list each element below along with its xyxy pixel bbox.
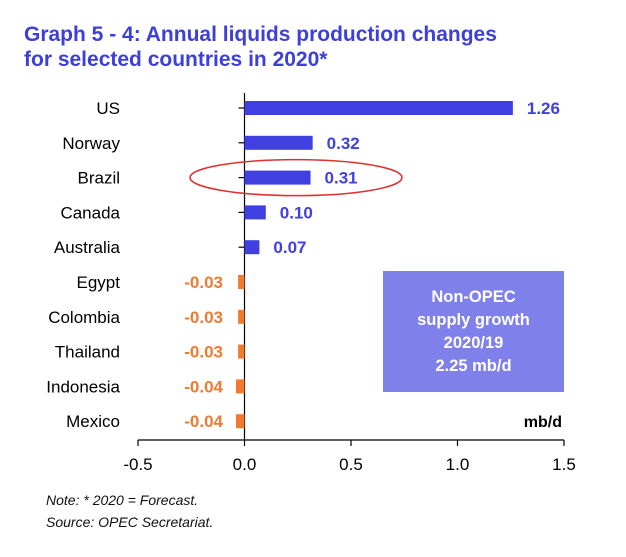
bar-colombia [238,309,245,324]
callout-line-1: Non-OPEC [431,287,516,306]
highlight-ellipse [189,158,403,197]
category-label-egypt: Egypt [77,273,121,292]
data-label-australia: 0.07 [273,238,306,257]
data-label-us: 1.26 [527,99,560,118]
bar-brazil [244,170,311,185]
category-label-mexico: Mexico [66,412,120,431]
chart-notes: Note: * 2020 = Forecast. Source: OPEC Se… [46,489,213,533]
chart-title: Graph 5 - 4: Annual liquids production c… [24,22,614,72]
category-label-colombia: Colombia [48,308,120,327]
x-unit-label: mb/d [524,414,562,431]
source-note: Source: OPEC Secretariat. [46,514,214,530]
data-label-canada: 0.10 [280,203,313,222]
data-label-colombia: -0.03 [184,308,223,327]
data-label-indonesia: -0.04 [184,377,223,396]
bar-canada [244,205,266,220]
chart-title-line-1: Graph 5 - 4: Annual liquids production c… [24,23,497,46]
data-label-norway: 0.32 [327,134,360,153]
bar-australia [244,240,260,255]
callout-line-4: 2.25 mb/d [435,356,512,375]
forecast-note: Note: * 2020 = Forecast. [46,492,199,508]
x-tick-label: 1.0 [446,455,470,474]
callout-line-2: supply growth [417,310,530,329]
category-label-us: US [96,99,120,118]
category-label-norway: Norway [62,134,120,153]
bar-mexico [235,414,245,429]
category-label-australia: Australia [54,238,121,257]
x-tick-label: 1.5 [552,455,576,474]
chart-title-line-2: for selected countries in 2020* [24,48,328,71]
callout-line-3: 2020/19 [443,333,504,352]
supply-growth-callout: Non-OPEC supply growth 2020/19 2.25 mb/d [383,271,564,392]
category-label-brazil: Brazil [77,169,120,188]
data-label-egypt: -0.03 [184,273,223,292]
x-tick-label: 0.0 [233,455,257,474]
data-label-mexico: -0.04 [184,412,223,431]
bar-us [244,101,513,115]
bar-egypt [238,275,245,289]
data-label-thailand: -0.03 [184,343,223,362]
data-label-brazil: 0.31 [325,169,358,188]
category-label-canada: Canada [60,203,120,222]
bar-indonesia [235,379,245,394]
x-tick-label: -0.5 [123,455,152,474]
x-tick-label: 0.5 [339,455,363,474]
bar-thailand [238,344,245,359]
bar-norway [244,135,313,150]
category-label-thailand: Thailand [55,343,120,362]
category-label-indonesia: Indonesia [46,377,120,396]
